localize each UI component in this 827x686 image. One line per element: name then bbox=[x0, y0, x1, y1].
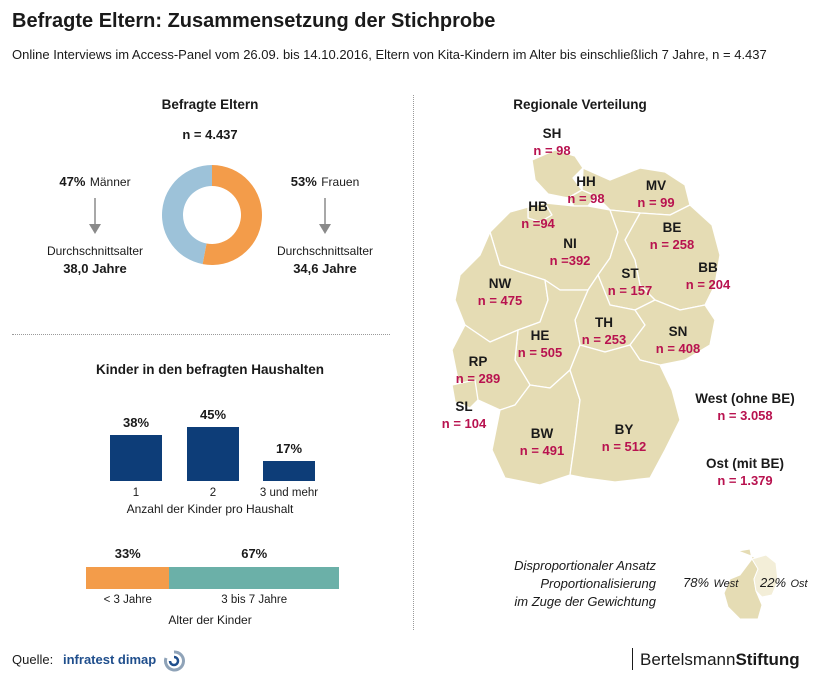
map-state-n-ni: n =392 bbox=[550, 253, 591, 268]
age-value-label: 33% bbox=[114, 546, 141, 561]
arrow-down-icon bbox=[89, 198, 101, 234]
men-avg: 38,0 Jahre bbox=[63, 261, 127, 276]
map-state-code-sn: SN bbox=[669, 324, 688, 339]
map-state-code-hb: HB bbox=[528, 199, 548, 214]
map-state-n-bb: n = 204 bbox=[686, 277, 731, 292]
women-pct: 53% bbox=[290, 174, 317, 189]
map-state-sl bbox=[451, 379, 479, 409]
map-state-n-hb: n =94 bbox=[521, 216, 555, 231]
source-name: infratest dimap bbox=[63, 652, 157, 667]
west-n: n = 3.058 bbox=[717, 408, 773, 423]
women-avg-label: Durchschnittsalter bbox=[276, 244, 374, 258]
map-state-by bbox=[569, 344, 681, 483]
west-share-label: West bbox=[713, 578, 739, 590]
map-state-code-nw: NW bbox=[489, 276, 512, 291]
gender-donut-chart bbox=[162, 165, 262, 265]
women-avg: 34,6 Jahre bbox=[293, 261, 357, 276]
map-state-code-bb: BB bbox=[698, 260, 718, 275]
map-state-sh bbox=[531, 149, 584, 199]
west-share: 78% West bbox=[683, 574, 738, 592]
regional-section-title: Regionale Verteilung bbox=[513, 97, 647, 112]
mini-germany-map bbox=[723, 548, 779, 620]
age-axis-label: Alter der Kinder bbox=[168, 613, 252, 627]
vertical-divider bbox=[413, 95, 414, 630]
age-category-label: < 3 Jahre bbox=[103, 594, 152, 606]
map-state-code-sl: SL bbox=[455, 399, 472, 414]
men-label: Männer bbox=[89, 175, 131, 189]
map-state-n-st: n = 157 bbox=[608, 283, 652, 298]
map-state-hh bbox=[567, 189, 597, 207]
east-pct: 22% bbox=[760, 575, 787, 590]
west-label: West (ohne BE) bbox=[695, 391, 795, 406]
map-state-code-hh: HH bbox=[576, 174, 596, 189]
map-state-n-nw: n = 475 bbox=[478, 293, 522, 308]
map-state-code-he: HE bbox=[531, 328, 550, 343]
west-pct: 78% bbox=[683, 575, 710, 590]
map-state-code-by: BY bbox=[615, 422, 634, 437]
east-n: n = 1.379 bbox=[717, 473, 773, 488]
map-state-n-he: n = 505 bbox=[518, 345, 562, 360]
map-state-code-th: TH bbox=[595, 315, 613, 330]
donut-slice-men bbox=[162, 165, 212, 265]
brand-part-2: Stiftung bbox=[735, 650, 800, 669]
age-value-label: 67% bbox=[241, 546, 268, 561]
map-state-n-bw: n = 491 bbox=[520, 443, 564, 458]
map-state-n-sh: n = 98 bbox=[533, 143, 570, 158]
men-avg-label: Durchschnittsalter bbox=[46, 244, 144, 258]
age-category-label: 3 bis 7 Jahre bbox=[221, 594, 288, 606]
women-share: 53% Frauen bbox=[270, 173, 380, 191]
east-share-label: Ost bbox=[790, 578, 808, 590]
map-state-n-hh: n = 98 bbox=[567, 191, 604, 206]
brand-part-1: Bertelsmann bbox=[640, 650, 736, 669]
map-state-n-by: n = 512 bbox=[602, 439, 646, 454]
map-state-n-sl: n = 104 bbox=[442, 416, 487, 431]
map-state-n-th: n = 253 bbox=[582, 332, 626, 347]
men-share: 47% Männer bbox=[40, 173, 150, 191]
east-label: Ost (mit BE) bbox=[705, 456, 784, 471]
map-state-code-mv: MV bbox=[646, 178, 666, 193]
map-state-n-sn: n = 408 bbox=[656, 341, 700, 356]
children-x-axis-label: Anzahl der Kinder pro Haushalt bbox=[126, 502, 294, 516]
brand-logo: BertelsmannStiftung bbox=[640, 650, 800, 670]
east-share: 22% Ost bbox=[760, 574, 808, 592]
children-section-title: Kinder in den befragten Haushalten bbox=[95, 362, 325, 377]
map-state-code-ni: NI bbox=[563, 236, 577, 251]
map-state-n-rp: n = 289 bbox=[456, 371, 500, 386]
map-state-code-sh: SH bbox=[543, 126, 562, 141]
women-label: Frauen bbox=[321, 175, 360, 189]
brand-separator bbox=[632, 648, 633, 670]
arrow-down-icon bbox=[319, 198, 331, 234]
age-segment-under-3 bbox=[86, 567, 170, 589]
source-label: Quelle: bbox=[12, 652, 54, 667]
map-state-n-be: n = 258 bbox=[650, 237, 694, 252]
age-segment-3-to-7 bbox=[169, 567, 339, 589]
infratest-dimap-logo-icon bbox=[164, 650, 185, 672]
horizontal-divider bbox=[12, 334, 390, 335]
parents-n: n = 4.437 bbox=[182, 127, 238, 142]
page-subtitle: Online Interviews im Access-Panel vom 26… bbox=[12, 47, 767, 62]
weighting-line-3: im Zuge der Gewichtung bbox=[514, 594, 656, 609]
parents-section-title: Befragte Eltern bbox=[161, 97, 259, 112]
page-title: Befragte Eltern: Zusammensetzung der Sti… bbox=[12, 10, 496, 32]
map-state-code-rp: RP bbox=[469, 354, 488, 369]
men-pct: 47% bbox=[59, 174, 86, 189]
weighting-line-2: Proportionalisierung bbox=[540, 576, 656, 591]
map-state-n-mv: n = 99 bbox=[637, 195, 674, 210]
map-state-sn bbox=[629, 299, 716, 366]
donut-slice-women bbox=[202, 165, 262, 265]
map-state-code-be: BE bbox=[663, 220, 682, 235]
weighting-line-1: Disproportionaler Ansatz bbox=[514, 558, 656, 573]
map-state-code-st: ST bbox=[621, 266, 639, 281]
map-state-code-bw: BW bbox=[531, 426, 554, 441]
